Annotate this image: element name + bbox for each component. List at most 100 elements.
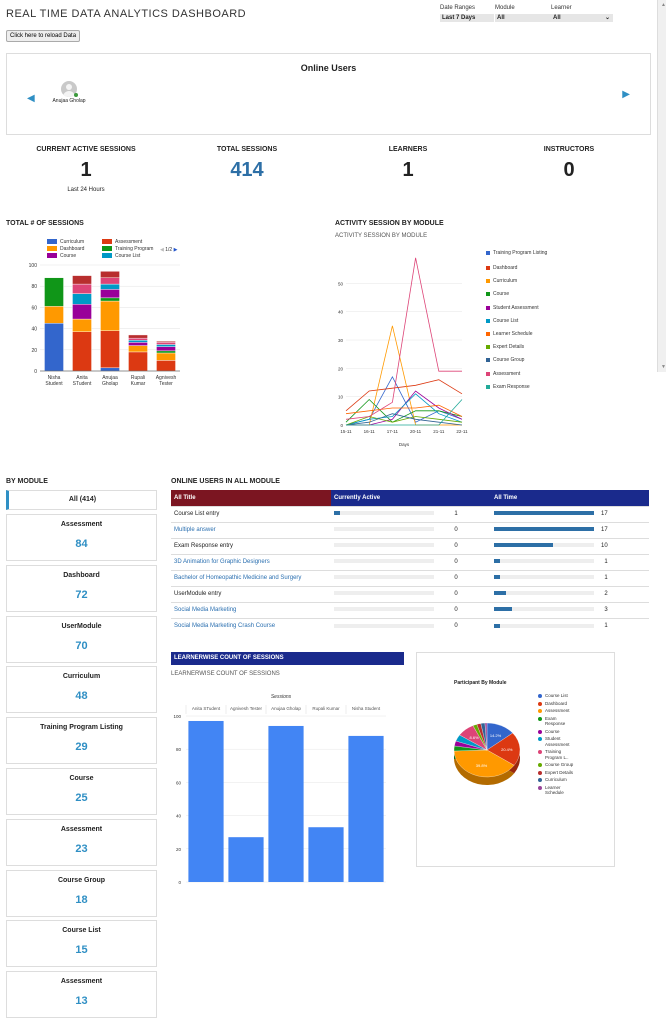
row-title[interactable]: Multiple answer: [171, 521, 331, 538]
sessions-legend: Curriculum Assessment Dashboard Training Pr…: [47, 238, 187, 259]
pager-next-icon[interactable]: ▶: [173, 247, 178, 253]
x-tick-label: Nisha Student: [352, 706, 381, 711]
module-card[interactable]: Course 25: [6, 768, 157, 815]
legend-item[interactable]: Student Assessment: [538, 736, 613, 747]
legend-item[interactable]: Course List: [486, 318, 556, 324]
y-tick-label: 40: [176, 814, 182, 819]
legend-item[interactable]: Training Program Listing: [486, 250, 556, 256]
col-header-all-time[interactable]: All Time: [491, 490, 649, 506]
col-header-active[interactable]: Currently Active: [331, 490, 491, 506]
activity-legend: Training Program Listing Dashboard Curricu…: [486, 250, 556, 397]
online-all-title: ONLINE USERS IN ALL MODULE: [171, 478, 280, 485]
scroll-down-icon[interactable]: ▼: [661, 364, 666, 370]
legend-item[interactable]: Course List: [538, 693, 613, 699]
pager-prev-icon[interactable]: ◀: [160, 247, 164, 253]
module-card[interactable]: Assessment 84: [6, 514, 157, 561]
x-tick-label: 20-11: [410, 429, 422, 434]
y-tick-label: 0: [340, 423, 343, 428]
online-user-item[interactable]: Anujaa Gholap: [52, 81, 86, 104]
stat-note: Last 24 Hours: [67, 187, 105, 193]
legend-item[interactable]: Dashboard: [486, 265, 556, 271]
bar-segment: [156, 360, 176, 372]
legend-label: Student Assessment: [545, 736, 570, 747]
module-card[interactable]: Assessment 13: [6, 971, 157, 1019]
legend-item[interactable]: Student Assessment: [486, 305, 556, 311]
legend-item[interactable]: Course List: [102, 252, 157, 259]
legend-item[interactable]: Expert Details: [486, 344, 556, 350]
legend-item[interactable]: Assessment: [538, 708, 613, 714]
legend-item[interactable]: Dashboard: [47, 245, 102, 252]
col-header-title[interactable]: All Title: [171, 490, 331, 506]
legend-item[interactable]: Course Group: [538, 762, 613, 768]
bar-segment: [100, 330, 120, 369]
legend-item[interactable]: Dashboard: [538, 701, 613, 707]
module-card[interactable]: Curriculum 48: [6, 666, 157, 714]
legend-item[interactable]: Training Program L..: [538, 749, 613, 760]
legend-item[interactable]: Assessment: [102, 238, 157, 245]
filter-module-select[interactable]: All: [495, 14, 551, 22]
legend-item[interactable]: Exam Response: [486, 384, 556, 390]
module-card[interactable]: UserModule 70: [6, 615, 157, 663]
legend-item[interactable]: Learner Schedule: [538, 785, 613, 796]
legend-swatch: [538, 763, 542, 767]
legend-item[interactable]: Training Program: [102, 245, 157, 252]
legend-item[interactable]: Course: [47, 252, 102, 259]
module-card[interactable]: Dashboard 72: [6, 564, 157, 612]
active-count: 0: [454, 559, 458, 565]
legend-label: Curriculum: [60, 238, 85, 245]
module-card-label: Course List: [62, 927, 101, 935]
row-title[interactable]: Social Media Marketing: [171, 601, 331, 618]
activity-chart-title: ACTIVITY SESSION BY MODULE: [335, 220, 444, 227]
legend-swatch: [486, 318, 490, 323]
row-active: 0: [331, 553, 491, 570]
online-user-name: Anujaa Gholap: [52, 98, 86, 104]
stat-value: 1: [80, 159, 92, 181]
module-card-value: 70: [75, 639, 88, 652]
module-all-button[interactable]: All (414): [6, 490, 157, 510]
legend-item[interactable]: Expert Details: [538, 770, 613, 776]
module-card[interactable]: Assessment 23: [6, 818, 157, 866]
filter-learner[interactable]: Learner All ⌄: [551, 5, 613, 22]
module-card[interactable]: Training Program Listing 29: [6, 717, 157, 765]
module-card[interactable]: Course Group 18: [6, 869, 157, 917]
next-arrow-icon[interactable]: ▶: [622, 89, 630, 100]
legend-item[interactable]: Curriculum: [47, 238, 102, 245]
filter-learner-select[interactable]: All ⌄: [551, 14, 613, 22]
reload-button[interactable]: Click here to reload Data: [6, 30, 81, 42]
scrollbar[interactable]: ▲ ▼: [657, 0, 666, 372]
bar-segment: [156, 346, 176, 352]
legend-item[interactable]: Course: [538, 729, 613, 735]
row-all-time: 1: [491, 569, 649, 586]
module-card-value: 15: [75, 944, 88, 957]
filter-date-select[interactable]: Last 7 Days: [440, 14, 494, 22]
all-time-count: 17: [600, 511, 608, 517]
legend-label: Curriculum: [493, 278, 518, 285]
legend-swatch: [538, 709, 542, 713]
module-card[interactable]: Course List 15: [6, 920, 157, 968]
row-title[interactable]: Social Media Marketing Crash Course: [171, 617, 331, 634]
legend-pager[interactable]: ◀ 1/2 ▶: [160, 247, 177, 253]
legend-item[interactable]: Assessment: [486, 371, 556, 377]
bar-segment: [100, 367, 120, 372]
bar-segment: [100, 277, 120, 285]
all-time-count: 10: [600, 543, 608, 549]
filter-module[interactable]: Module All: [495, 5, 551, 22]
legend-item[interactable]: Exam Response: [538, 716, 613, 727]
legend-item[interactable]: Learner Schedule: [486, 331, 556, 337]
legend-item[interactable]: Course: [486, 291, 556, 297]
activity-chart-subtitle: ACTIVITY SESSION BY MODULE: [335, 233, 428, 239]
legend-item[interactable]: Curriculum: [486, 278, 556, 284]
legend-item[interactable]: Curriculum: [538, 777, 613, 783]
module-card-value: 13: [75, 995, 88, 1008]
prev-arrow-icon[interactable]: ◀: [27, 93, 35, 104]
legend-label: Training Program L..: [545, 749, 569, 760]
row-title[interactable]: Bachelor of Homeopathic Medicine and Sur…: [171, 569, 331, 586]
y-tick-label: 40: [31, 327, 37, 333]
active-count: 0: [454, 575, 458, 581]
scroll-up-icon[interactable]: ▲: [661, 2, 666, 8]
filter-date[interactable]: Date Ranges Last 7 Days: [440, 5, 494, 22]
legend-label: Assessment: [493, 370, 521, 377]
all-time-bar: [494, 527, 594, 532]
legend-item[interactable]: Course Group: [486, 357, 556, 363]
row-title[interactable]: 3D Animation for Graphic Designers: [171, 553, 331, 570]
